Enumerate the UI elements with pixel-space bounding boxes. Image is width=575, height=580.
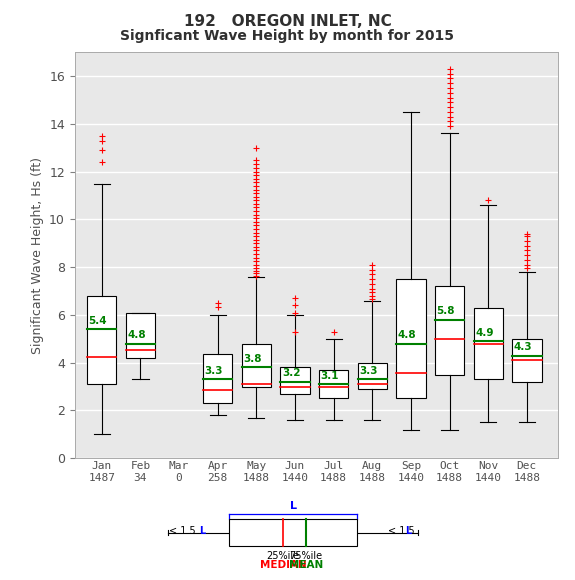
Text: 4.8: 4.8 <box>127 330 146 340</box>
Text: 4.9: 4.9 <box>475 328 493 338</box>
Bar <box>358 362 387 389</box>
Text: 4.3: 4.3 <box>513 342 532 352</box>
Bar <box>203 354 232 403</box>
Bar <box>229 520 358 546</box>
Text: Signficant Wave Height by month for 2015: Signficant Wave Height by month for 2015 <box>121 29 454 43</box>
Text: 75%ile: 75%ile <box>290 551 323 561</box>
Text: 3.3: 3.3 <box>205 366 223 376</box>
Text: 4.8: 4.8 <box>398 330 416 340</box>
Text: L: L <box>199 526 205 536</box>
Text: 5.8: 5.8 <box>436 306 455 316</box>
Bar <box>87 296 117 384</box>
Text: < 1.5: < 1.5 <box>388 526 417 536</box>
Text: 3.8: 3.8 <box>243 354 262 364</box>
Text: 192   OREGON INLET, NC: 192 OREGON INLET, NC <box>183 14 392 30</box>
Bar <box>281 368 310 394</box>
Text: 3.3: 3.3 <box>359 366 378 376</box>
Text: MEDIAN: MEDIAN <box>259 560 306 570</box>
Bar <box>319 370 348 398</box>
Bar <box>126 313 155 358</box>
Text: < 1.5: < 1.5 <box>169 526 199 536</box>
Text: 25%ile: 25%ile <box>266 551 300 561</box>
Y-axis label: Significant Wave Height, Hs (ft): Significant Wave Height, Hs (ft) <box>30 157 44 354</box>
Text: L: L <box>405 526 412 536</box>
Bar <box>435 287 464 375</box>
Bar <box>474 308 503 379</box>
Text: 3.1: 3.1 <box>320 371 339 380</box>
Text: MEAN: MEAN <box>289 560 323 570</box>
Text: 3.2: 3.2 <box>282 368 300 378</box>
Bar <box>512 339 542 382</box>
Bar <box>242 343 271 386</box>
Text: L: L <box>290 501 297 511</box>
Text: 5.4: 5.4 <box>89 316 108 325</box>
Bar <box>396 279 426 398</box>
